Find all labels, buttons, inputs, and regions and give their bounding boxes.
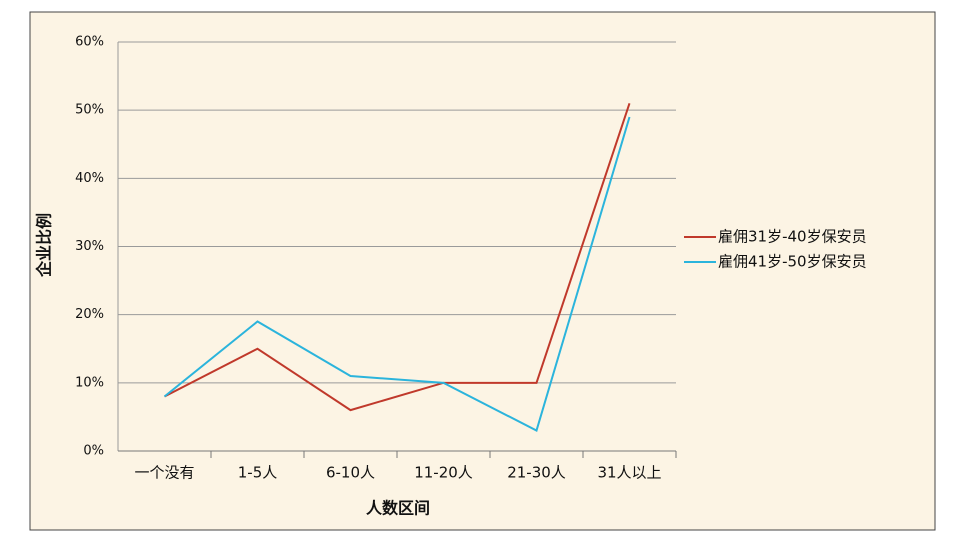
y-tick-label: 50% (75, 103, 104, 118)
y-tick-label: 10% (75, 375, 104, 390)
y-tick-label: 40% (75, 171, 104, 186)
x-tick-label: 6-10人 (326, 464, 375, 482)
chart-frame (29, 11, 936, 531)
y-axis-title: 企业比例 (35, 213, 54, 278)
x-tick-label: 11-20人 (414, 464, 473, 482)
y-tick-label: 20% (75, 307, 104, 322)
legend-label: 雇佣31岁-40岁保安员 (718, 228, 867, 246)
x-tick-label: 一个没有 (134, 464, 194, 482)
legend-label: 雇佣41岁-50岁保安员 (718, 253, 867, 271)
y-tick-label: 60% (75, 35, 104, 50)
y-tick-label: 30% (75, 239, 104, 254)
x-axis-title: 人数区间 (366, 499, 430, 518)
x-tick-label: 1-5人 (238, 464, 278, 482)
x-tick-label: 31人以上 (597, 464, 661, 482)
y-tick-label: 0% (83, 444, 104, 459)
series-line (164, 103, 631, 412)
x-tick-label: 21-30人 (507, 464, 566, 482)
series-line (163, 116, 631, 432)
